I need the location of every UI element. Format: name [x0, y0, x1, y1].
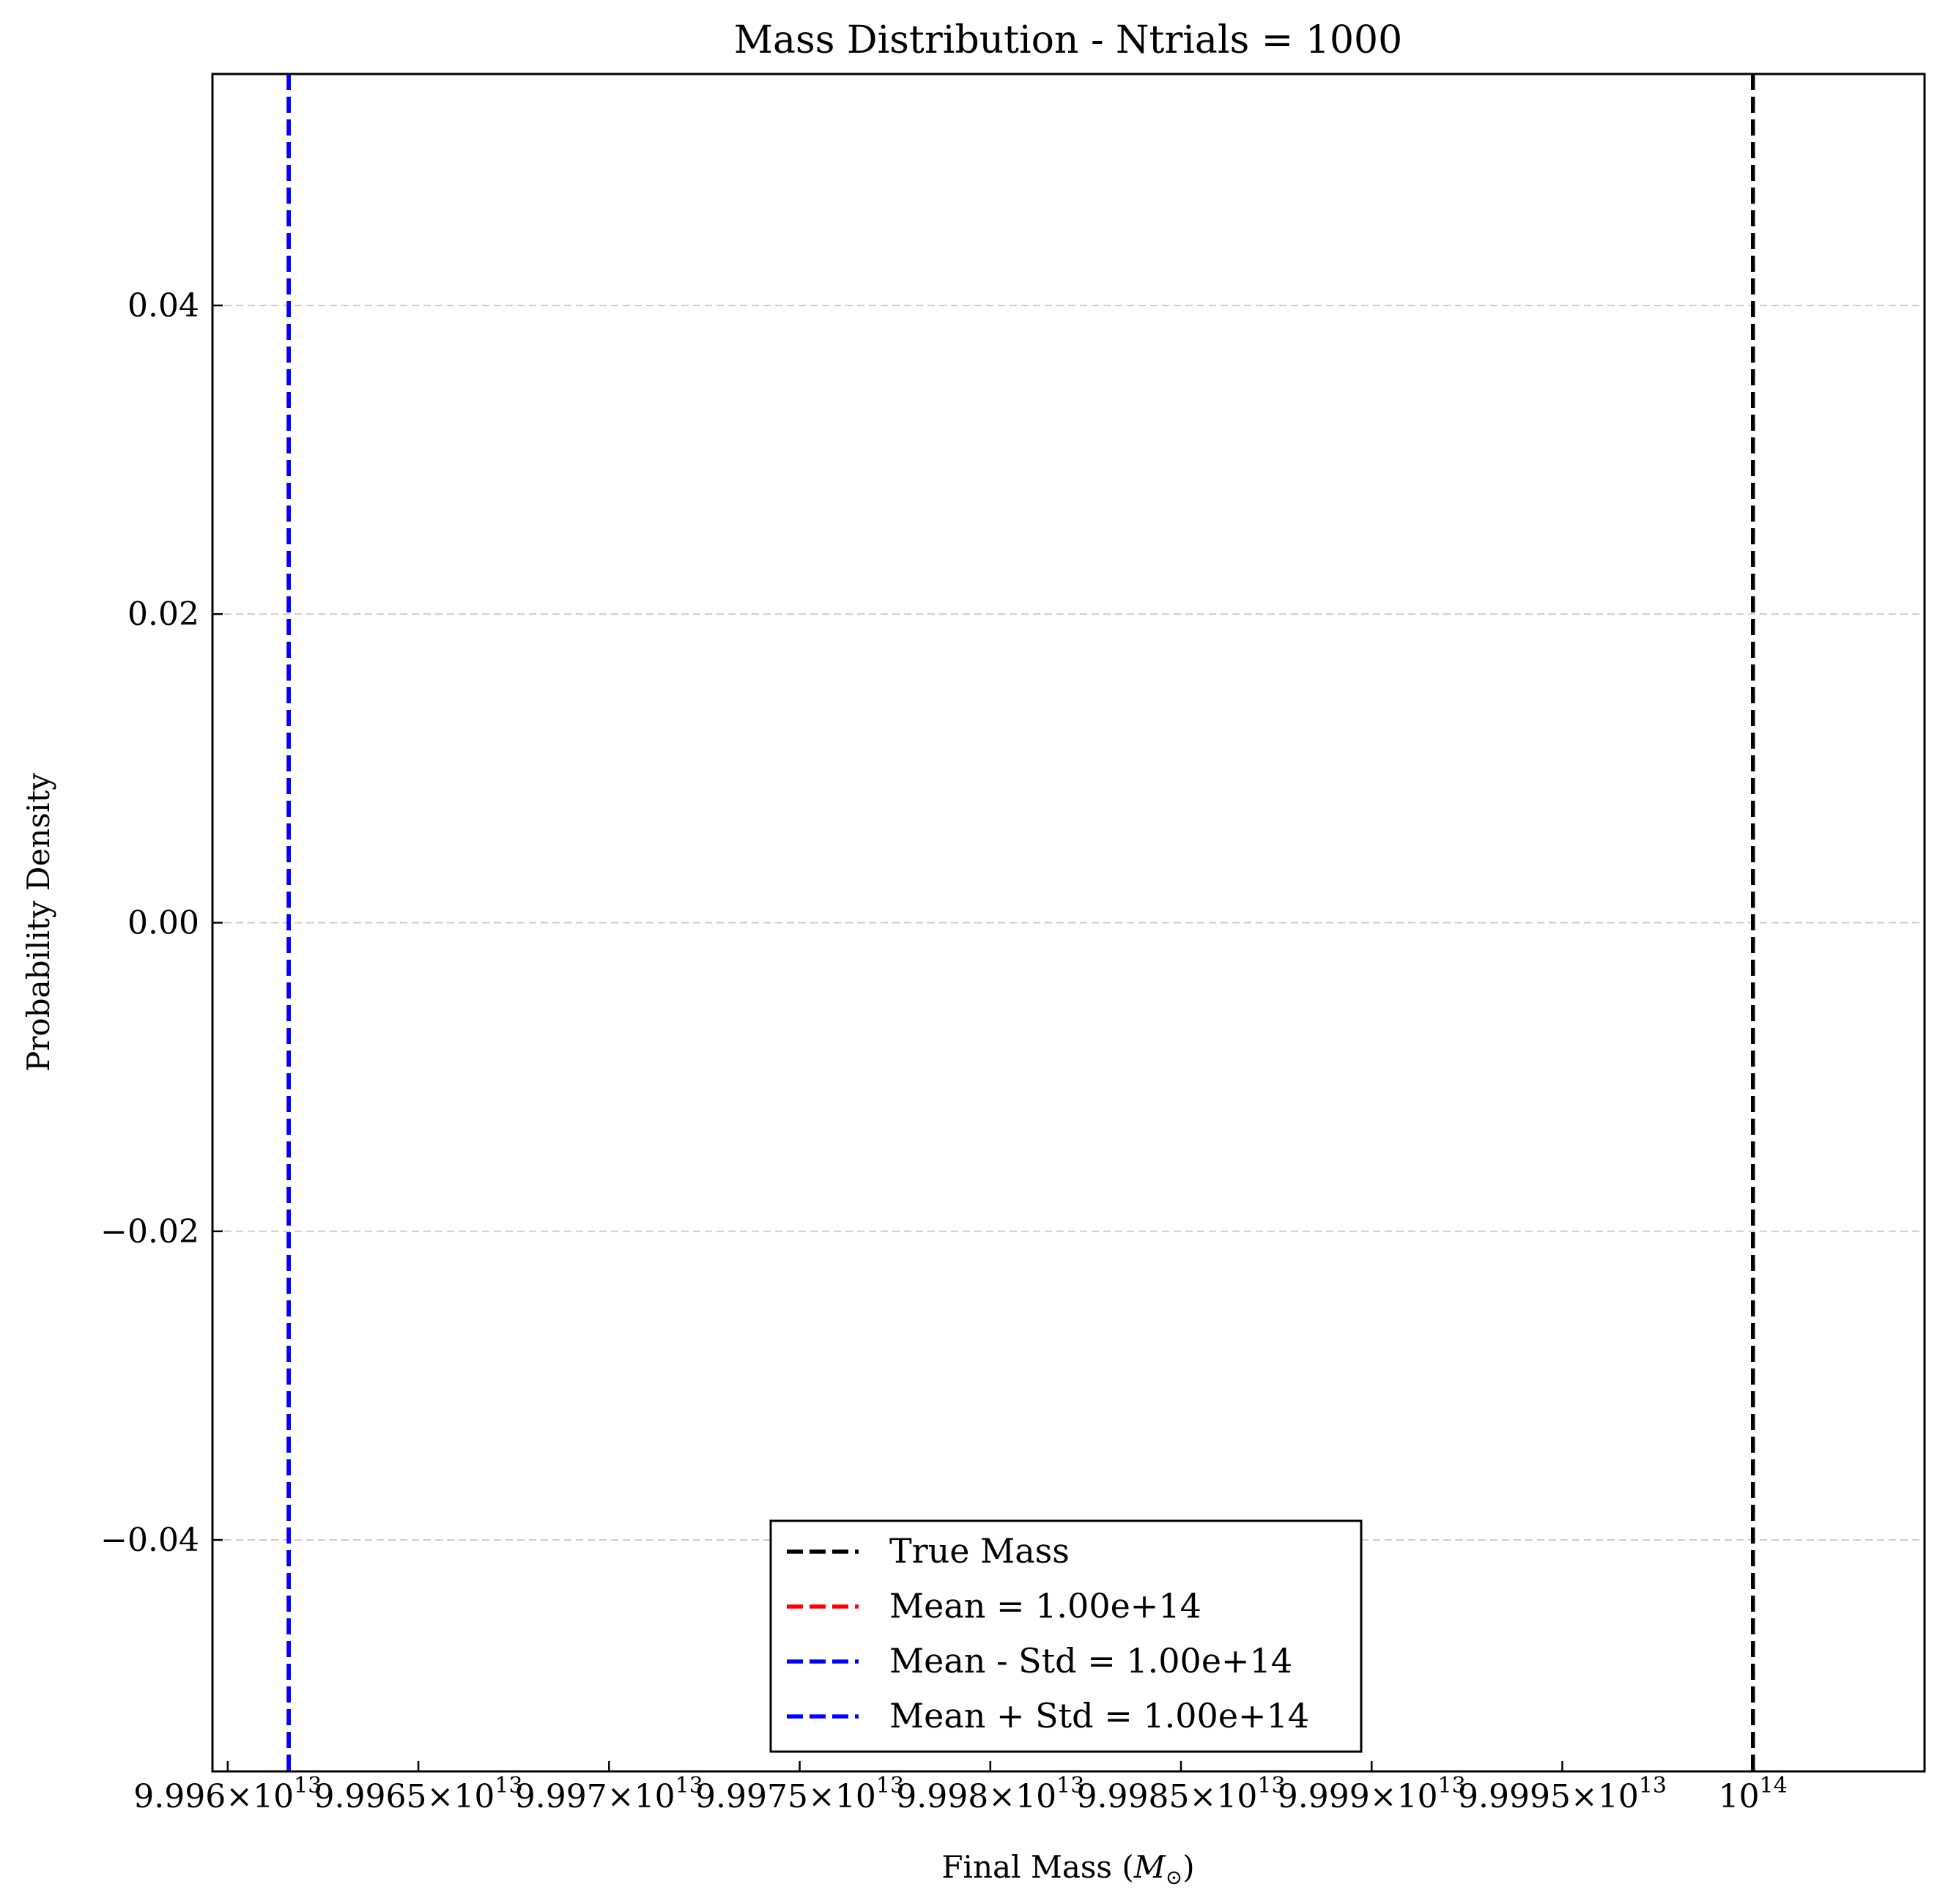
- x-axis-ticks: 9.996×10139.9965×10139.997×10139.9975×10…: [133, 1761, 1788, 1815]
- x-tick-exponent: 13: [1056, 1773, 1084, 1799]
- y-tick-label: −0.02: [100, 1213, 199, 1251]
- y-tick-label: −0.04: [100, 1522, 199, 1559]
- x-axis-label-text: Final Mass (: [941, 1849, 1133, 1885]
- x-tick-label: 9.997×1013: [515, 1773, 703, 1815]
- legend-label: Mean + Std = 1.00e+14: [889, 1696, 1309, 1736]
- x-tick-label: 9.9975×1013: [695, 1773, 904, 1815]
- legend-label: Mean - Std = 1.00e+14: [889, 1641, 1292, 1681]
- x-axis-label-subscript: ⊙: [1166, 1865, 1182, 1889]
- x-tick-times: ×10: [607, 1778, 675, 1815]
- legend-label: True Mass: [889, 1531, 1070, 1571]
- x-axis-label: Final Mass (M⊙): [941, 1849, 1194, 1889]
- x-tick-exponent: 13: [495, 1773, 522, 1799]
- y-tick-label: 0.02: [127, 596, 199, 633]
- legend-label: Mean = 1.00e+14: [889, 1586, 1201, 1626]
- x-tick-times: ×10: [226, 1778, 294, 1815]
- x-tick-exponent: 13: [675, 1773, 703, 1799]
- x-tick-label: 9.998×1013: [896, 1773, 1084, 1815]
- x-tick-mantissa: 9.9995: [1458, 1778, 1571, 1815]
- y-tick-label: 0.04: [127, 287, 199, 325]
- x-tick-label: 9.9965×1013: [314, 1773, 523, 1815]
- x-axis-label-symbol: M: [1133, 1849, 1166, 1885]
- x-tick-mantissa: 9.9985: [1077, 1778, 1190, 1815]
- x-tick-mantissa: 9.9975: [695, 1778, 808, 1815]
- x-tick-base: 10: [1719, 1778, 1760, 1815]
- x-tick-times: ×10: [427, 1778, 495, 1815]
- x-tick-times: ×10: [988, 1778, 1056, 1815]
- x-tick-label: 9.9995×1013: [1458, 1773, 1667, 1815]
- x-tick-times: ×10: [1370, 1778, 1438, 1815]
- y-axis-ticks: 0.04 0.02 0.00 −0.02 −0.04: [100, 287, 223, 1559]
- x-tick-times: ×10: [808, 1778, 876, 1815]
- x-tick-exponent: 13: [1438, 1773, 1466, 1799]
- chart-title: Mass Distribution - Ntrials = 1000: [734, 18, 1402, 62]
- x-tick-exponent: 13: [876, 1773, 904, 1799]
- x-tick-exponent: 14: [1760, 1773, 1788, 1799]
- x-tick-label: 1014: [1719, 1773, 1788, 1815]
- x-tick-mantissa: 9.997: [515, 1778, 607, 1815]
- x-tick-mantissa: 9.999: [1278, 1778, 1370, 1815]
- x-tick-mantissa: 9.9965: [314, 1778, 427, 1815]
- x-tick-mantissa: 9.998: [896, 1778, 988, 1815]
- y-tick-label: 0.00: [127, 905, 199, 942]
- x-tick-exponent: 13: [1639, 1773, 1667, 1799]
- y-axis-label: Probability Density: [21, 773, 56, 1072]
- legend-frame: [769, 1519, 1363, 1753]
- legend: True Mass Mean = 1.00e+14 Mean - Std = 1.0…: [769, 1519, 1363, 1753]
- x-tick-label: 9.999×1013: [1278, 1773, 1466, 1815]
- x-axis-label-close: ): [1182, 1849, 1194, 1885]
- reference-lines: [286, 74, 1755, 1771]
- x-tick-mantissa: 9.996: [133, 1778, 226, 1815]
- x-tick-times: ×10: [1190, 1778, 1258, 1815]
- x-tick-exponent: 13: [1257, 1773, 1285, 1799]
- x-tick-label: 9.9985×1013: [1077, 1773, 1286, 1815]
- x-tick-exponent: 13: [294, 1773, 322, 1799]
- x-tick-label: 9.996×1013: [133, 1773, 322, 1815]
- x-tick-times: ×10: [1571, 1778, 1639, 1815]
